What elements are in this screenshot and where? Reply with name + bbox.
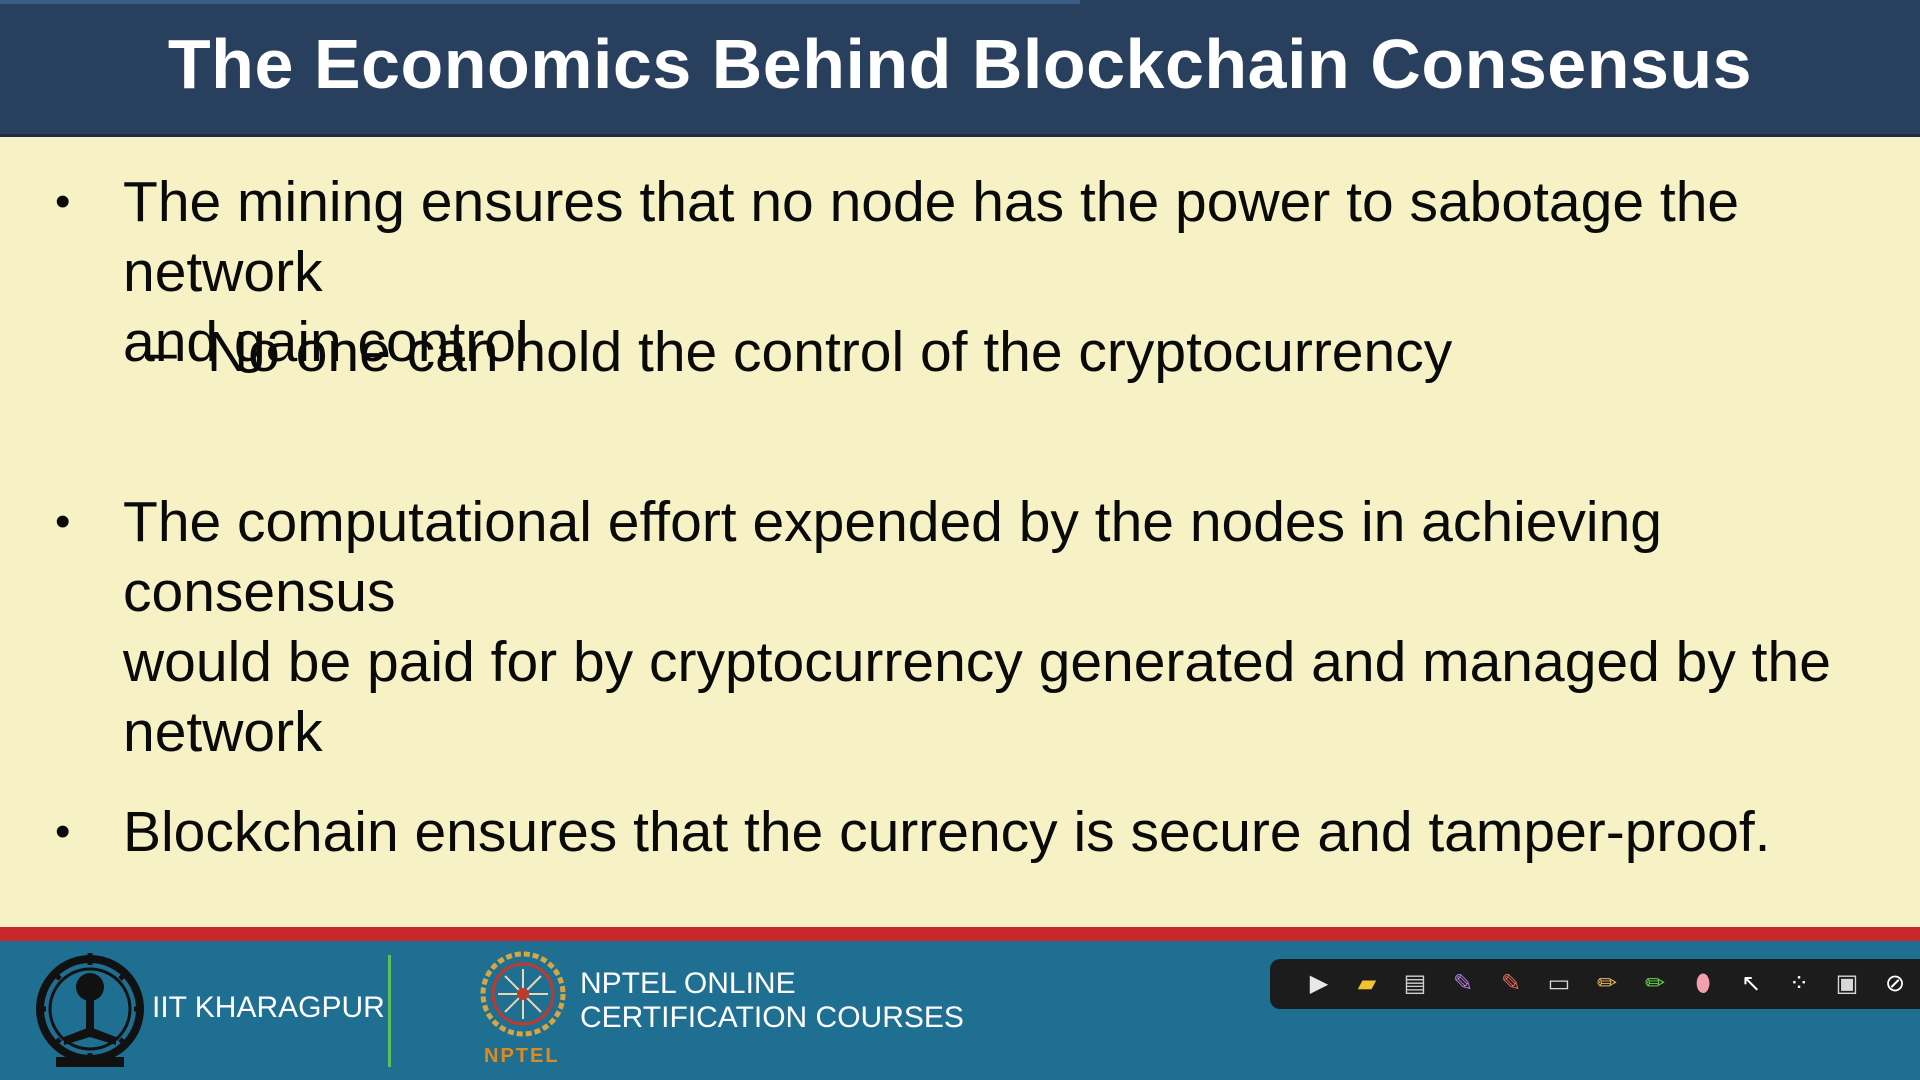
- slide-title: The Economics Behind Blockchain Consensu…: [167, 25, 1753, 103]
- footer-divider: [388, 955, 391, 1067]
- nptel-logo-icon: [480, 951, 566, 1037]
- nptel-line-1: NPTEL ONLINE: [580, 967, 796, 1000]
- bullet-1-line-1: The mining ensures that no node has the …: [123, 170, 1740, 304]
- nptel-courses-text: NPTEL ONLINE CERTIFICATION COURSES: [580, 967, 964, 1035]
- bullet-dot: •: [55, 177, 71, 226]
- pen-red-icon[interactable]: ✎: [1500, 970, 1522, 997]
- nptel-label: NPTEL: [484, 1045, 560, 1067]
- footer-red-line: [0, 927, 1920, 941]
- bullet-dot: •: [55, 807, 71, 856]
- bullet-3-line-1: Blockchain ensures that the currency is …: [123, 800, 1771, 864]
- next-slide-icon[interactable]: ▶: [1309, 970, 1329, 997]
- annotation-toolbar: ▶ ▰ ▤ ✎ ✎ ▭ ✏ ✏ ⬮ ↖ ⁘ ▣ ⊘: [1270, 959, 1920, 1009]
- pencil-icon[interactable]: ✏: [1596, 970, 1618, 997]
- slide-title-bar: The Economics Behind Blockchain Consensu…: [0, 0, 1920, 137]
- screen-icon[interactable]: ▭: [1547, 970, 1571, 997]
- iit-kharagpur-label: IIT KHARAGPUR: [152, 991, 385, 1024]
- close-icon[interactable]: ⊘: [1884, 970, 1906, 997]
- eraser-icon[interactable]: ⬮: [1695, 970, 1711, 997]
- pen-purple-icon[interactable]: ✎: [1452, 970, 1474, 997]
- bullet-dot: •: [55, 497, 71, 546]
- nptel-line-2: CERTIFICATION COURSES: [580, 1001, 964, 1034]
- slide-content: • The mining ensures that no node has th…: [0, 137, 1920, 927]
- bullet-2-line-2: would be paid for by cryptocurrency gene…: [123, 630, 1831, 694]
- sub-bullet-dash: –: [145, 320, 177, 384]
- bullet-1-line-2: and gain control: [123, 310, 529, 374]
- sub-bullet-1-text: No one can hold the control of the crypt…: [207, 320, 1453, 384]
- board-icon[interactable]: ▣: [1835, 970, 1859, 997]
- footer-bar: IIT KHARAGPUR NPTEL NPTEL ONLINE CERTIFI…: [0, 941, 1920, 1080]
- iit-kharagpur-logo-icon: [36, 953, 144, 1067]
- highlighter-icon[interactable]: ✏: [1644, 970, 1666, 997]
- save-icon[interactable]: ▤: [1403, 970, 1427, 997]
- laser-icon[interactable]: ⁘: [1788, 970, 1810, 997]
- pointer-icon[interactable]: ↖: [1740, 970, 1762, 997]
- bullet-2-line-3: network: [123, 700, 323, 764]
- bullet-2-line-1: The computational effort expended by the…: [123, 490, 1662, 624]
- folder-icon[interactable]: ▰: [1357, 970, 1377, 997]
